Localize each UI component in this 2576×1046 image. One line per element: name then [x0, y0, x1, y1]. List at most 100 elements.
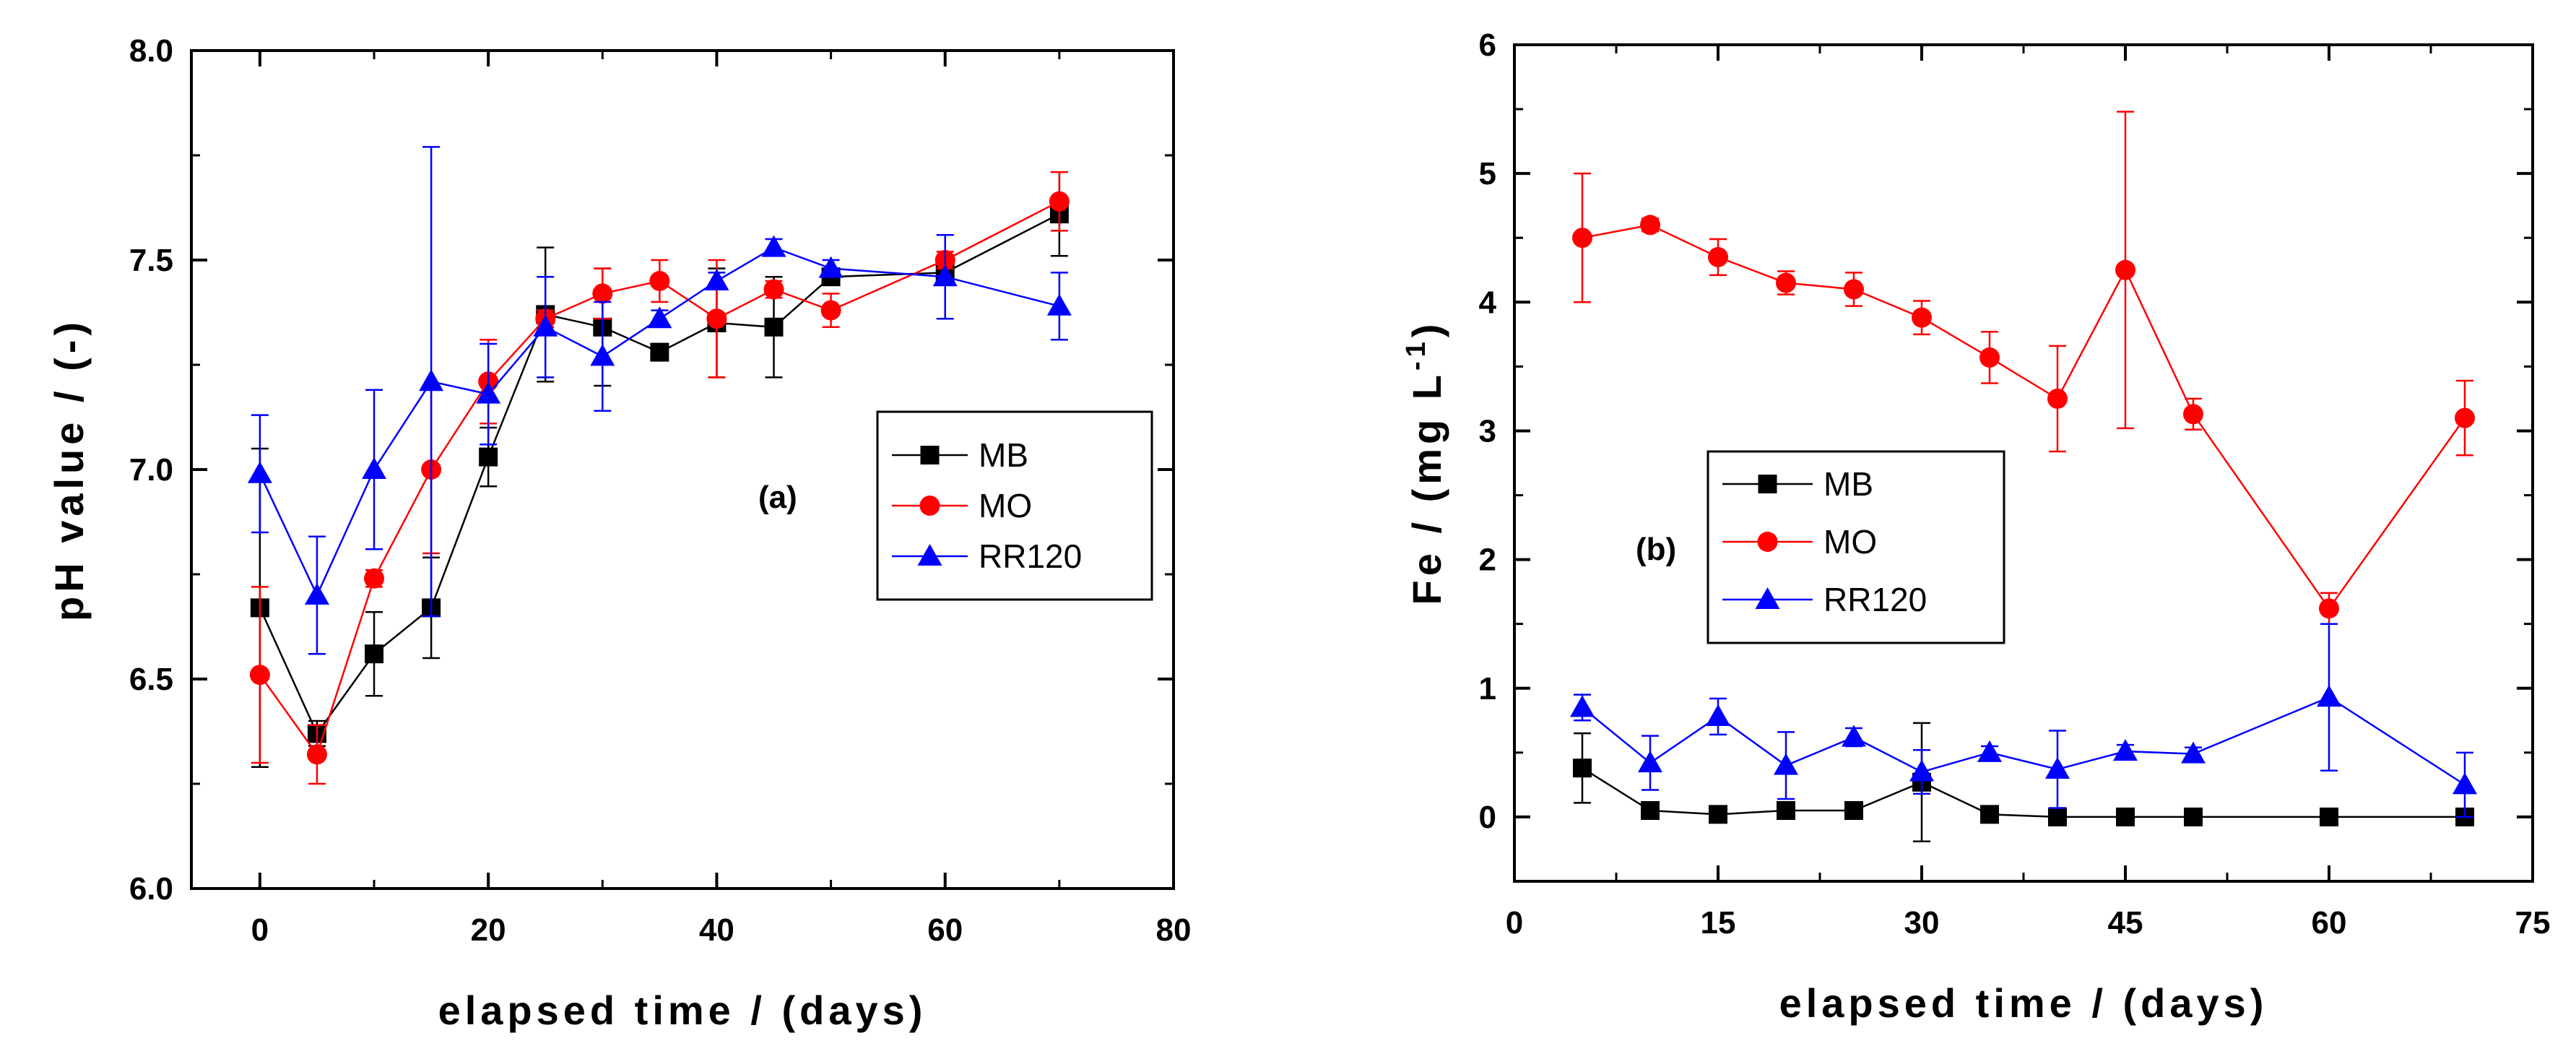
data-point-mo	[649, 271, 670, 291]
data-point-mb	[1844, 801, 1863, 821]
data-point-mb	[479, 447, 498, 467]
legend-label: MB	[979, 436, 1028, 474]
x-tick-label: 60	[2312, 905, 2347, 941]
panel-b-ylabel-close: )	[1404, 320, 1449, 338]
data-point-rr120	[1706, 704, 1730, 726]
data-point-mo	[2183, 404, 2203, 425]
legend-label: MO	[979, 487, 1032, 524]
data-point-mb	[1709, 805, 1727, 824]
panel-b-ylabel: Fe / (mg L-1)	[1401, 320, 1449, 605]
series-rr120	[1570, 623, 2477, 818]
data-point-mo	[306, 744, 327, 765]
data-point-mo	[364, 568, 385, 589]
data-point-mb	[2320, 807, 2338, 826]
panel-b-ylabel-sup: -1	[1401, 337, 1431, 371]
x-tick-label: 45	[2108, 905, 2143, 941]
series-rr120	[247, 146, 1072, 655]
legend-label: RR120	[1823, 581, 1927, 618]
legend-marker	[1758, 475, 1777, 493]
data-point-mb	[650, 342, 669, 362]
data-point-rr120	[2045, 757, 2070, 779]
data-point-mo	[249, 665, 270, 686]
data-point-rr120	[761, 235, 786, 257]
x-tick-label: 30	[1904, 905, 1940, 941]
data-point-mo	[1912, 307, 1932, 328]
panel-a-xlabel: elapsed time / (days)	[438, 987, 927, 1033]
legend-label: MO	[1823, 523, 1877, 561]
data-point-rr120	[2453, 772, 2477, 795]
data-point-rr120	[1842, 725, 1866, 747]
data-point-mo	[2319, 598, 2339, 619]
data-point-rr120	[2113, 739, 2138, 761]
data-point-mb	[1641, 801, 1660, 821]
data-point-rr120	[704, 269, 729, 290]
series-mo	[1572, 111, 2475, 625]
x-tick-label: 80	[1156, 912, 1192, 948]
data-point-mb	[2048, 807, 2067, 826]
series-line-mb	[1582, 767, 2465, 818]
y-tick-label: 5	[1479, 156, 1496, 191]
panel-b-ylabel-main: Fe / (mg L	[1404, 371, 1449, 605]
data-point-mo	[820, 300, 841, 321]
y-tick-label: 6.5	[129, 662, 173, 697]
x-tick-label: 0	[251, 912, 269, 948]
data-point-mo	[1049, 191, 1070, 212]
data-point-mb	[2116, 807, 2135, 826]
data-point-mo	[2455, 407, 2475, 428]
data-point-mo	[592, 283, 613, 304]
y-tick-label: 8.0	[129, 33, 173, 69]
data-point-mo	[1776, 272, 1796, 293]
legend-marker	[1757, 532, 1778, 552]
panel-a-legend: MB MO RR120	[876, 410, 1153, 601]
data-point-rr120	[1046, 293, 1072, 316]
x-tick-label: 40	[699, 912, 734, 948]
data-point-mb	[1573, 758, 1592, 778]
y-tick-label: 6	[1479, 27, 1496, 63]
x-tick-label: 0	[1506, 905, 1523, 941]
x-tick-label: 75	[2515, 905, 2551, 941]
data-point-mo	[706, 308, 727, 329]
y-tick-label: 1	[1479, 671, 1496, 706]
data-point-mb	[1777, 801, 1795, 821]
legend-label: MB	[1823, 465, 1873, 503]
data-point-rr120	[419, 369, 444, 392]
panel-a-label: (a)	[758, 480, 797, 515]
data-point-rr120	[2317, 685, 2341, 707]
data-point-mb	[365, 644, 384, 664]
panel-a-chart: 0 20 40 60 80 6.0 6.5 7.0 7.5 8.0 MB MO RR120 (a) e…	[46, 33, 1191, 1033]
y-tick-label: 7.5	[129, 243, 173, 278]
data-point-mb	[1980, 805, 1999, 824]
data-point-rr120	[1977, 740, 2002, 762]
data-point-rr120	[1909, 759, 1934, 782]
data-point-rr120	[362, 457, 387, 479]
data-point-mo	[1844, 279, 1864, 300]
data-point-mo	[1640, 215, 1660, 235]
panel-b-legend: MB MO RR120	[1707, 450, 2005, 644]
data-point-rr120	[1638, 751, 1662, 773]
y-tick-label: 3	[1479, 413, 1496, 449]
data-point-mo	[763, 279, 784, 300]
x-tick-label: 15	[1701, 905, 1736, 941]
y-tick-label: 4	[1479, 285, 1497, 320]
panel-a-ylabel: pH value / (-)	[46, 318, 92, 621]
data-point-mo	[1708, 246, 1728, 267]
data-point-rr120	[647, 306, 672, 329]
data-point-mb	[2184, 807, 2203, 826]
data-point-rr120	[932, 264, 958, 287]
legend-label: RR120	[979, 537, 1082, 575]
data-point-rr120	[476, 381, 501, 404]
data-point-mo	[1979, 347, 2000, 368]
y-tick-label: 2	[1479, 543, 1496, 578]
x-tick-label: 60	[927, 912, 963, 948]
series-line-mo	[1582, 224, 2466, 610]
y-tick-label: 7.0	[129, 452, 173, 488]
data-point-mb	[764, 317, 784, 337]
legend-marker	[1755, 587, 1780, 609]
legend-marker	[920, 446, 940, 464]
data-point-mo	[2115, 259, 2135, 280]
data-point-mo	[2047, 388, 2068, 409]
y-tick-label: 0	[1479, 800, 1496, 835]
